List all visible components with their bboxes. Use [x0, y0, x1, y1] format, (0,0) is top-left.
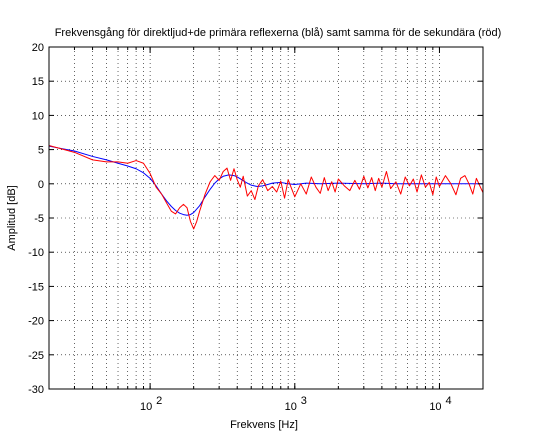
y-tick-label: 0 [38, 179, 44, 191]
y-axis-label: Amplitud [dB] [6, 185, 18, 250]
y-tick-label: 10 [32, 110, 44, 122]
x-axis-label: Frekvens [Hz] [230, 419, 298, 431]
plot-frame [48, 46, 484, 390]
x-tick-exponent: 4 [445, 395, 451, 407]
series-line-0 [48, 145, 483, 216]
y-tick-label: 15 [32, 76, 44, 88]
y-tick-label: -20 [28, 316, 44, 328]
tick-layer: 20 15 10 5 0 -5 -10 -15 -20 -25 -30 10 2 10 3 10 4 [28, 42, 483, 413]
y-tick-label: 20 [32, 42, 44, 54]
chart-title: Frekvensgång för direktljud+de primära r… [55, 27, 502, 39]
series-line-1 [48, 145, 484, 230]
x-tick-exponent: 3 [301, 395, 307, 407]
x-tick-label: 10 [285, 401, 297, 413]
x-tick-label: 10 [429, 401, 441, 413]
y-tick-label: -30 [28, 384, 44, 396]
x-tick-exponent: 2 [156, 395, 162, 407]
y-axis-label-group: Amplitud [dB] [6, 185, 18, 250]
y-tick-label: -25 [28, 350, 44, 362]
y-tick-label: 5 [38, 145, 44, 157]
x-tick-label: 10 [140, 401, 152, 413]
y-tick-label: -5 [34, 213, 44, 225]
y-tick-label: -10 [28, 247, 44, 259]
y-tick-label: -15 [28, 281, 44, 293]
grid-layer [49, 47, 483, 389]
series-layer [48, 145, 484, 230]
